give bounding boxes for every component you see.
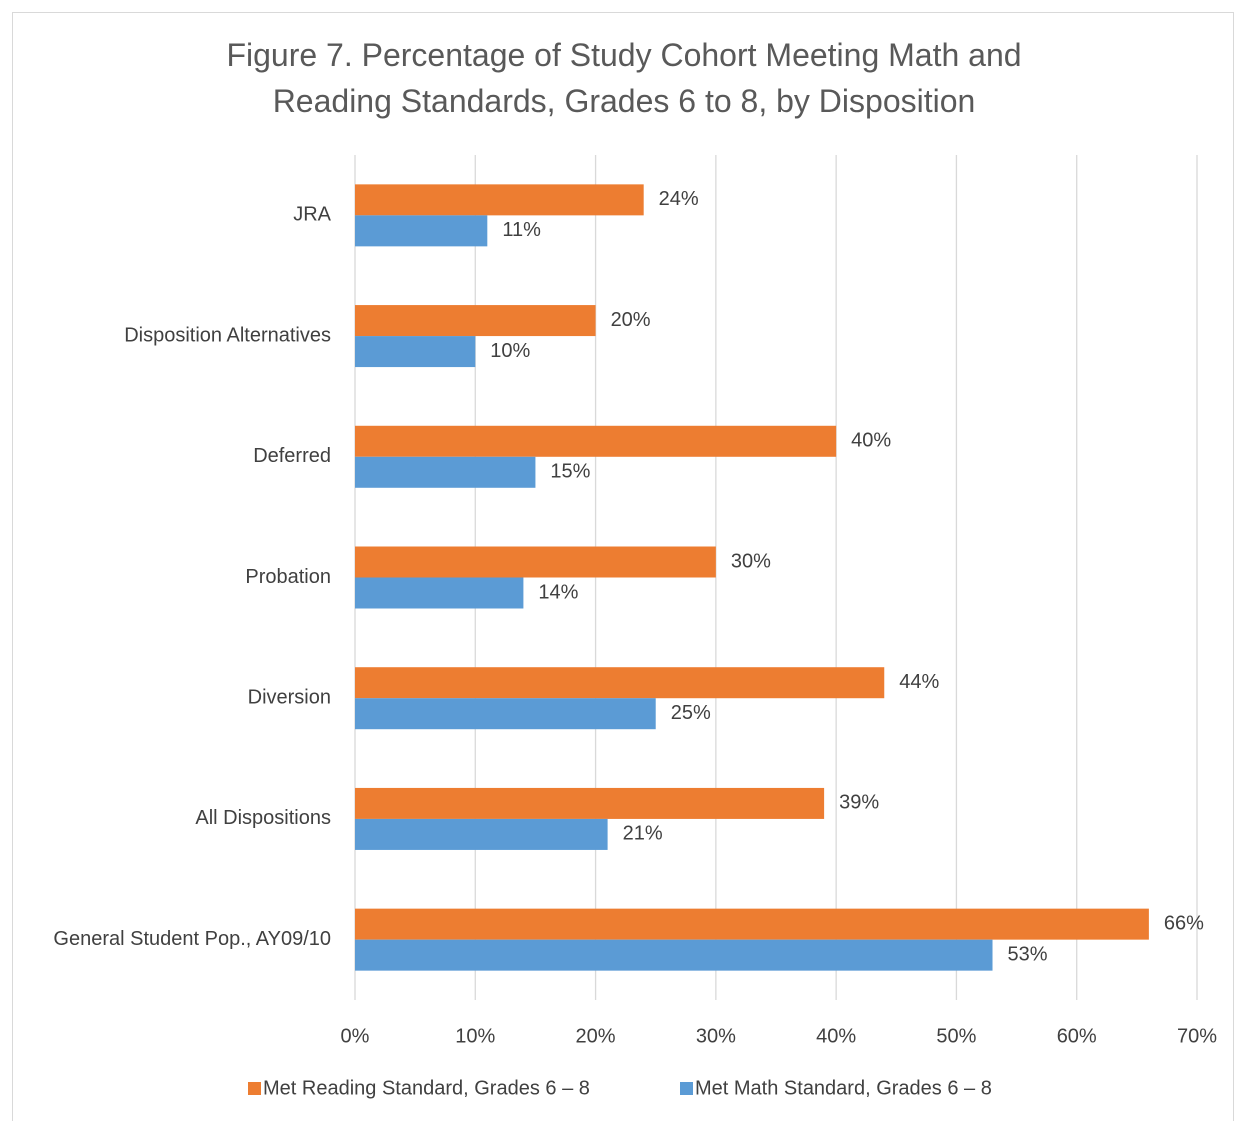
y-tick-label: General Student Pop., AY09/10 xyxy=(53,928,331,950)
chart-frame xyxy=(12,12,1234,1121)
x-tick-label: 50% xyxy=(936,1025,976,1047)
data-label: 66% xyxy=(1164,912,1204,934)
data-label: 10% xyxy=(490,340,530,362)
x-tick-label: 70% xyxy=(1177,1025,1217,1047)
data-label: 21% xyxy=(623,823,663,845)
bar xyxy=(355,184,644,216)
data-label: 20% xyxy=(611,309,651,331)
x-tick-label: 60% xyxy=(1057,1025,1097,1047)
bar xyxy=(355,667,885,699)
data-label: 53% xyxy=(1008,943,1048,965)
data-label: 40% xyxy=(851,430,891,452)
legend-label: Met Reading Standard, Grades 6 – 8 xyxy=(263,1077,590,1099)
data-label: 15% xyxy=(550,461,590,483)
bar xyxy=(355,577,524,609)
x-tick-label: 10% xyxy=(455,1025,495,1047)
legend-swatch xyxy=(248,1082,261,1095)
legend-label: Met Math Standard, Grades 6 – 8 xyxy=(695,1077,992,1099)
data-label: 30% xyxy=(731,550,771,572)
data-label: 14% xyxy=(538,581,578,603)
chart-title: Figure 7. Percentage of Study Cohort Mee… xyxy=(226,37,1022,119)
bar xyxy=(355,546,716,578)
bar xyxy=(355,215,488,247)
x-tick-label: 30% xyxy=(696,1025,736,1047)
y-tick-label: Disposition Alternatives xyxy=(124,324,331,346)
data-label: 25% xyxy=(671,702,711,724)
bar xyxy=(355,336,476,368)
data-label: 24% xyxy=(659,188,699,210)
y-tick-label: All Dispositions xyxy=(195,807,331,829)
legend-swatch xyxy=(680,1082,693,1095)
data-label: 39% xyxy=(839,792,879,814)
x-tick-label: 20% xyxy=(576,1025,616,1047)
bar xyxy=(355,425,837,457)
bar xyxy=(355,456,536,488)
y-tick-label: Probation xyxy=(245,566,331,588)
y-tick-label: JRA xyxy=(293,204,331,226)
bar xyxy=(355,939,993,971)
x-tick-label: 40% xyxy=(816,1025,856,1047)
data-label: 11% xyxy=(502,219,541,241)
y-tick-label: Diversion xyxy=(248,686,331,708)
bar xyxy=(355,698,656,730)
bar xyxy=(355,908,1149,940)
bar xyxy=(355,787,825,819)
data-label: 44% xyxy=(899,671,939,693)
y-tick-label: Deferred xyxy=(253,445,331,467)
bar xyxy=(355,818,608,850)
bar xyxy=(355,305,596,337)
x-tick-label: 0% xyxy=(341,1025,370,1047)
